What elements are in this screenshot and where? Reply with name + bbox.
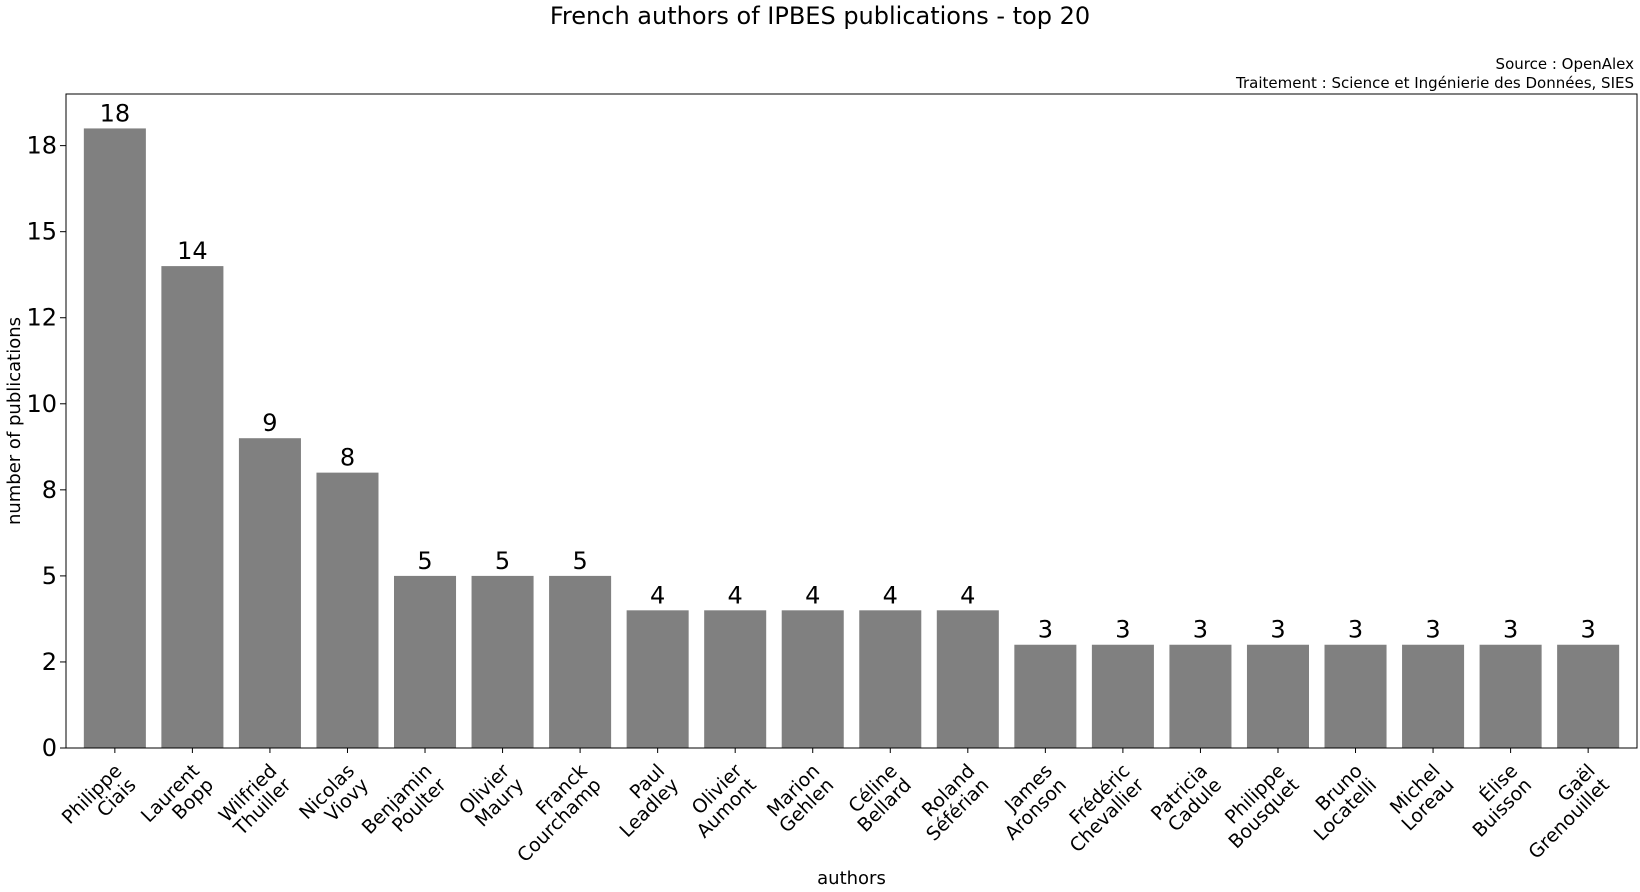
bar (471, 575, 534, 748)
bar (316, 472, 379, 748)
bar (83, 128, 146, 749)
y-tick-label: 15 (26, 218, 57, 246)
x-tick-label: BenjaminPoulter (358, 760, 451, 853)
bar-value-label: 4 (960, 581, 975, 609)
bar (626, 610, 689, 748)
x-tick-label: ÉliseBuisson (1454, 759, 1537, 842)
x-tick-label: PhilippeBousquet (1210, 760, 1303, 853)
bar (1557, 644, 1620, 748)
bar-value-label: 4 (883, 581, 898, 609)
bar-value-label: 5 (417, 547, 432, 575)
bar (1246, 644, 1309, 748)
bar (1169, 644, 1232, 748)
y-tick-label: 8 (42, 476, 57, 504)
x-tick-label: PaulLeadley (601, 760, 683, 842)
bar-value-label: 3 (1581, 616, 1596, 644)
x-axis: PhilippeCiaisLaurentBoppWilfriedThuiller… (58, 748, 1614, 867)
bar-value-label: 5 (572, 547, 587, 575)
x-tick-label: FrédéricChevallier (1052, 760, 1149, 857)
bar (161, 266, 224, 748)
x-tick-label: MichelLoreau (1383, 760, 1458, 835)
bar-value-label: 3 (1193, 616, 1208, 644)
x-tick-label: GaëlGrenouillet (1510, 760, 1614, 864)
x-tick-label: MarionGehlen (761, 760, 838, 837)
bar-value-label: 4 (728, 581, 743, 609)
x-tick-label: FranckCourchamp (499, 760, 606, 867)
x-tick-label: CélineBellard (839, 760, 916, 837)
bar-value-label: 18 (100, 99, 131, 127)
processing-line: Traitement : Science et Ingénierie des D… (1236, 74, 1634, 92)
x-tick-label: LaurentBopp (137, 760, 218, 841)
bar-labels-group: 18 14 9 8 5 5 5 4 4 4 4 4 3 3 3 3 3 3 3 3 (100, 99, 1596, 643)
y-tick-label: 5 (42, 562, 57, 590)
bar-value-label: 4 (805, 581, 820, 609)
y-tick-label: 18 (26, 132, 57, 160)
bar-value-label: 14 (177, 237, 208, 265)
source-note: Source : OpenAlex Traitement : Science e… (1236, 55, 1634, 93)
x-tick-label: WilfriedThuiller (215, 760, 296, 841)
bar (1479, 644, 1542, 748)
bar (549, 575, 612, 748)
bar-value-label: 3 (1348, 616, 1363, 644)
y-axis-title: number of publications (4, 317, 25, 525)
x-tick-label: RolandSéférian (908, 760, 993, 845)
bar-value-label: 3 (1270, 616, 1285, 644)
bars-group (83, 128, 1620, 749)
x-axis-title: authors (817, 868, 886, 889)
bar-value-label: 3 (1115, 616, 1130, 644)
bar (238, 438, 301, 748)
bar-value-label: 8 (340, 444, 355, 472)
y-tick-label: 12 (26, 304, 57, 332)
bar-value-label: 3 (1425, 616, 1440, 644)
source-line: Source : OpenAlex (1495, 55, 1634, 73)
x-tick-label: OlivierAumont (678, 760, 761, 843)
bar-value-label: 9 (262, 409, 277, 437)
x-tick-label: BrunoLocatelli (1296, 760, 1381, 845)
bar (859, 610, 922, 748)
y-tick-label: 10 (26, 390, 57, 418)
y-tick-label: 0 (42, 734, 57, 762)
bar-value-label: 3 (1038, 616, 1053, 644)
x-tick-label: PatriciaCadule (1147, 760, 1226, 839)
plot-frame (65, 93, 1638, 749)
bar (1091, 644, 1154, 748)
bar (1324, 644, 1387, 748)
x-tick-label: OlivierMaury (455, 760, 528, 833)
bar (1014, 644, 1077, 748)
bar (704, 610, 767, 748)
bar (781, 610, 844, 748)
x-tick-label: PhilippeCiais (58, 760, 141, 843)
x-tick-label: JamesAronson (986, 760, 1071, 845)
bar (394, 575, 457, 748)
bar-value-label: 3 (1503, 616, 1518, 644)
bar (936, 610, 999, 748)
y-tick-label: 2 (42, 648, 57, 676)
y-axis: 0 2 5 8 10 12 15 18 (26, 132, 66, 762)
bar-value-label: 4 (650, 581, 665, 609)
chart-title: French authors of IPBES publications - t… (549, 2, 1091, 30)
bar-value-label: 5 (495, 547, 510, 575)
bar (1402, 644, 1465, 748)
